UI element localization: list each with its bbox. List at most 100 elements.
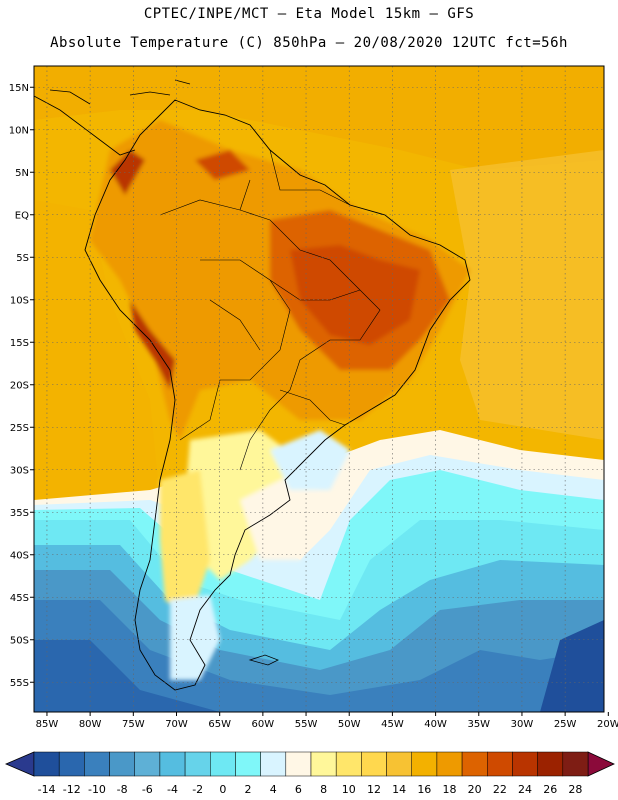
colorbar-swatch — [210, 751, 236, 777]
colorbar-swatch — [310, 751, 337, 777]
south-america-coastline — [84, 99, 471, 691]
graticule — [34, 66, 604, 712]
colorbar-label: -2 — [192, 783, 203, 796]
colorbar-swatch — [260, 751, 287, 777]
colorbar-label: 12 — [367, 783, 381, 796]
map-frame — [33, 65, 605, 713]
colorbar-swatch — [436, 751, 463, 777]
lon-label: 45W — [381, 719, 404, 730]
colorbar-swatch — [235, 751, 261, 777]
colorbar-swatch — [335, 751, 362, 777]
falkland-islands — [248, 654, 279, 666]
colorbar-label: 6 — [295, 783, 302, 796]
colorbar-swatch — [134, 751, 161, 777]
colorbar-label: -12 — [63, 783, 81, 796]
colorbar-swatch — [84, 751, 110, 777]
colorbar-under-arrow — [4, 751, 35, 777]
lat-label: 45S — [10, 593, 29, 604]
lat-label: 30S — [10, 465, 29, 476]
colorbar-swatch — [361, 751, 387, 777]
colorbar-label: -4 — [167, 783, 178, 796]
venezuela-hot — [195, 150, 250, 180]
map-title-line1: CPTEC/INPE/MCT – Eta Model 15km – GFS — [143, 6, 475, 22]
lat-label: 15N — [9, 83, 29, 94]
lon-label: 40W — [424, 719, 447, 730]
north-ocean-field — [34, 66, 604, 170]
cold-band-deep — [540, 620, 604, 712]
lon-label: 50W — [338, 719, 361, 730]
colorbar-swatch — [411, 751, 438, 777]
lon-label: 30W — [511, 719, 534, 730]
colorbar-label: -6 — [142, 783, 153, 796]
lon-label: 80W — [79, 719, 102, 730]
colorbar-swatch — [386, 751, 412, 777]
central-america — [34, 79, 191, 156]
lon-label: 25W — [554, 719, 577, 730]
colorbar-swatch — [184, 751, 211, 777]
colorbar-label: 14 — [392, 783, 406, 796]
lon-label: 20W — [597, 719, 618, 730]
colorbar-label: 18 — [443, 783, 457, 796]
pampa-pale — [240, 470, 330, 560]
colorbar-swatch — [33, 751, 60, 777]
lat-label: 5S — [16, 253, 29, 264]
colorbar-swatch — [461, 751, 488, 777]
lon-label: 60W — [252, 719, 275, 730]
lat-label: 50S — [10, 635, 29, 646]
colorbar-label: -8 — [117, 783, 128, 796]
colorbar-swatch — [562, 751, 589, 777]
lat-label: 20S — [10, 380, 29, 391]
lat-label: 10S — [10, 295, 29, 306]
colorbar-label: 28 — [568, 783, 582, 796]
land-very-hot — [290, 245, 420, 345]
country-borders — [159, 149, 381, 471]
colorbar-label: 24 — [518, 783, 532, 796]
atlantic-field — [450, 150, 604, 440]
lat-label: EQ — [15, 210, 29, 221]
andes-hot-center — [130, 300, 175, 390]
colorbar-label: 0 — [219, 783, 226, 796]
latitude-labels: 15N 10N 5N EQ 5S 10S 15S 20S 25S 30S 35S 40S 45S 50S 5… — [9, 83, 29, 689]
colorbar-label: 20 — [468, 783, 482, 796]
colorbar-label: 16 — [417, 783, 431, 796]
colorbar-label: 2 — [245, 783, 252, 796]
colorbar-label: 10 — [342, 783, 356, 796]
colorbar-label: 8 — [320, 783, 327, 796]
colorbar-label: 22 — [493, 783, 507, 796]
colorbar: -14 -12 -10 -8 -6 -4 -2 0 2 4 6 8 10 12 14 16 18 20 22 24 26… — [4, 751, 615, 796]
lat-label: 5N — [15, 168, 29, 179]
colorbar-label: -10 — [88, 783, 106, 796]
lat-label: 25S — [10, 423, 29, 434]
lat-label: 10N — [9, 125, 29, 136]
lon-label: 55W — [295, 719, 318, 730]
axis-ticks — [30, 86, 609, 716]
colorbar-swatch — [537, 751, 564, 777]
andes-hot-north — [110, 150, 145, 195]
patagonia-cool — [170, 595, 220, 680]
lat-label: 35S — [10, 508, 29, 519]
lon-label: 75W — [122, 719, 145, 730]
colorbar-swatch — [58, 751, 85, 777]
longitude-labels: 85W 80W 75W 70W 65W 60W 55W 50W 45W 40W 35W 30W 25W 2… — [36, 719, 618, 730]
lon-label: 35W — [467, 719, 490, 730]
lon-label: 70W — [165, 719, 188, 730]
colorbar-over-arrow — [587, 751, 615, 777]
colorbar-label: -14 — [38, 783, 56, 796]
colorbar-swatch — [512, 751, 538, 777]
colorbar-swatch — [159, 751, 186, 777]
lat-label: 15S — [10, 338, 29, 349]
lon-label: 65W — [208, 719, 231, 730]
lat-label: 55S — [10, 678, 29, 689]
colorbar-swatch — [487, 751, 513, 777]
colorbar-label: 4 — [270, 783, 277, 796]
colorbar-swatch — [285, 751, 312, 777]
map-title-line2: Absolute Temperature (C) 850hPa – 20/08/… — [50, 35, 568, 51]
lon-label: 85W — [36, 719, 59, 730]
colorbar-swatch — [109, 751, 135, 777]
cold-band-2a6 — [34, 640, 220, 712]
patagonia-light — [160, 470, 210, 620]
pacific-field — [34, 200, 160, 500]
colorbar-label: 26 — [543, 783, 557, 796]
lat-label: 40S — [10, 550, 29, 561]
